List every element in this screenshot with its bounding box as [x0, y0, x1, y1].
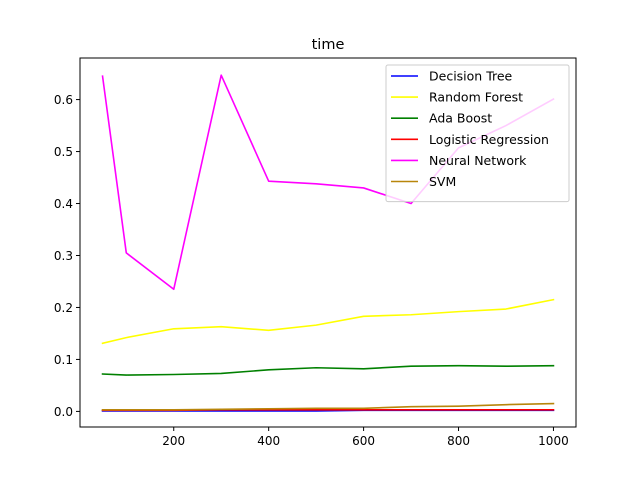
legend-label-random-forest: Random Forest	[429, 90, 523, 105]
y-tick-label: 0.5	[54, 145, 73, 159]
x-axis: 200 400 600 800 1000	[162, 427, 569, 448]
series-line-random-forest	[101, 298, 555, 345]
x-tick-label: 200	[162, 434, 185, 448]
x-tick-label: 1000	[538, 434, 569, 448]
series-line-svm	[101, 402, 555, 411]
series-layer	[101, 74, 555, 412]
y-axis: 0.0 0.1 0.2 0.3 0.4 0.5 0.6	[54, 93, 80, 419]
x-tick-label: 400	[257, 434, 280, 448]
legend-label-svm: SVM	[429, 174, 456, 189]
y-tick-label: 0.6	[54, 93, 73, 107]
legend-label-decision-tree: Decision Tree	[429, 69, 513, 84]
series-line-ada-boost	[101, 364, 555, 376]
x-tick-label: 800	[447, 434, 470, 448]
legend-label-neural-network: Neural Network	[429, 153, 527, 168]
x-tick-label: 600	[352, 434, 375, 448]
y-tick-label: 0.1	[54, 353, 73, 367]
chart-title: time	[312, 37, 345, 53]
plot-frame	[79, 57, 577, 428]
y-tick-label: 0.4	[54, 197, 73, 211]
legend: Decision Tree Random Forest Ada Boost Logis…	[385, 64, 570, 203]
y-tick-label: 0.3	[54, 249, 73, 263]
legend-label-logistic-regression: Logistic Regression	[429, 132, 549, 147]
y-tick-label: 0.0	[54, 405, 73, 419]
legend-label-ada-boost: Ada Boost	[429, 111, 492, 126]
y-tick-label: 0.2	[54, 301, 73, 315]
legend-box	[385, 64, 570, 203]
